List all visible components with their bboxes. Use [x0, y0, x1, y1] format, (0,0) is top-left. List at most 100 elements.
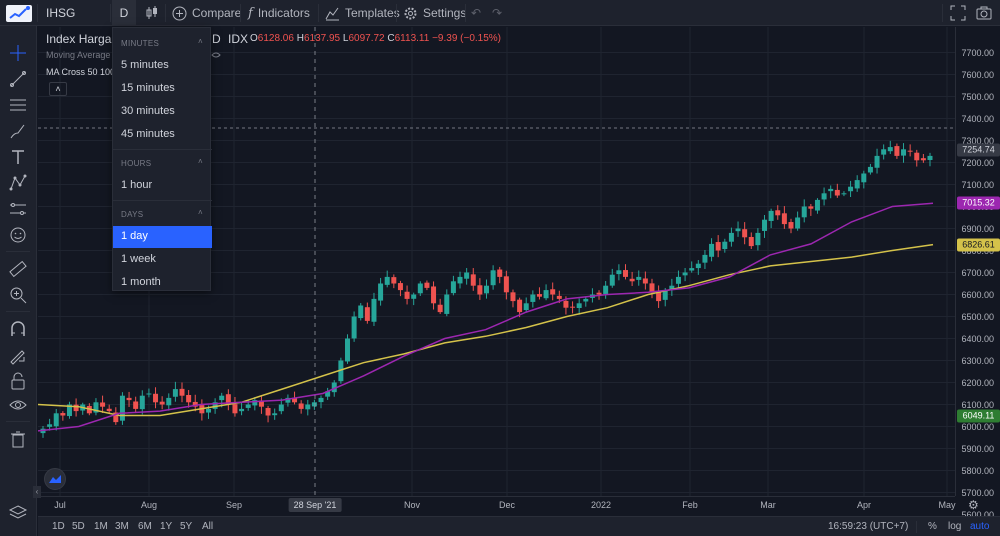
candle-body: [278, 404, 284, 412]
interval-option[interactable]: 1 hour: [113, 175, 212, 197]
range-button-1d[interactable]: 1D: [52, 521, 65, 532]
fullscreen-button[interactable]: [950, 0, 966, 26]
candle: [424, 280, 430, 291]
pattern-icon[interactable]: [8, 173, 28, 193]
candle: [464, 268, 470, 285]
price-tick-label: 7500.00: [961, 91, 994, 102]
zoom-in-icon[interactable]: [8, 285, 28, 305]
range-button-3m[interactable]: 3M: [115, 521, 129, 532]
candle: [788, 218, 794, 234]
interval-button[interactable]: D: [112, 0, 136, 26]
trend-line-icon[interactable]: [8, 69, 28, 89]
candle: [159, 396, 165, 410]
undo-icon: ↶: [471, 6, 482, 20]
interval-option[interactable]: 1 month: [113, 272, 212, 294]
fib-retracement-icon[interactable]: [8, 95, 28, 115]
indicators-button[interactable]: f Indicators: [248, 0, 310, 26]
candle-body: [464, 272, 470, 279]
tv-watermark-logo[interactable]: [44, 468, 66, 490]
candle: [636, 270, 642, 286]
price-tag: 7015.32: [957, 196, 1000, 210]
candle: [642, 271, 648, 290]
trash-icon[interactable]: [8, 429, 28, 449]
candle: [530, 290, 536, 308]
crosshair-icon[interactable]: [8, 43, 28, 63]
percent-scale-toggle[interactable]: %: [928, 521, 937, 532]
undo-button[interactable]: ↶: [471, 0, 481, 26]
candle: [755, 228, 761, 251]
interval-option-label: 1 hour: [121, 179, 153, 191]
interval-option[interactable]: 1 week: [113, 249, 212, 271]
time-axis[interactable]: Jul Aug Sep Nov Dec 2022 Feb Mar Apr May 28 Sep '2…: [38, 496, 956, 515]
candle-body: [728, 232, 734, 242]
prediction-icon[interactable]: [8, 199, 28, 219]
candle: [199, 399, 205, 421]
collapse-legend-button[interactable]: ˄: [49, 82, 67, 96]
symbol-search-button[interactable]: IHSG: [46, 0, 75, 26]
text-icon[interactable]: [8, 147, 28, 167]
ruler-icon[interactable]: [8, 259, 28, 279]
interval-option[interactable]: 15 minutes: [113, 78, 212, 100]
range-button-1m[interactable]: 1M: [94, 521, 108, 532]
menu-section-hours[interactable]: HOURS ˄: [113, 152, 212, 174]
brush-icon[interactable]: [8, 121, 28, 141]
candle-body: [344, 338, 350, 362]
emoji-icon[interactable]: [8, 225, 28, 245]
candle-body: [536, 294, 542, 297]
eye-icon[interactable]: [8, 395, 28, 415]
candle: [722, 238, 728, 253]
candle: [258, 396, 264, 414]
candle-body: [523, 303, 529, 311]
stay-in-drawing-mode-icon[interactable]: [8, 345, 28, 365]
candle: [695, 260, 701, 275]
redo-button[interactable]: ↷: [492, 0, 502, 26]
interval-option[interactable]: 45 minutes: [113, 124, 212, 146]
candle: [417, 281, 423, 296]
range-button-5d[interactable]: 5D: [72, 521, 85, 532]
range-button-5y[interactable]: 5Y: [180, 521, 193, 532]
add-circle-icon: [172, 6, 187, 20]
chart-type-button[interactable]: [144, 0, 160, 26]
candle-body: [596, 292, 602, 295]
candle: [609, 268, 615, 288]
screenshot-button[interactable]: [976, 0, 992, 26]
symbol-title[interactable]: Index Harga S: [46, 32, 123, 46]
ma-cross-label[interactable]: MA Cross 50 100: [46, 67, 116, 77]
candle-body: [497, 269, 503, 277]
function-icon: f: [248, 5, 253, 21]
candle-body: [205, 408, 211, 413]
interval-option[interactable]: 30 minutes: [113, 101, 212, 123]
range-button-6m[interactable]: 6M: [138, 521, 152, 532]
menu-section-days[interactable]: DAYS ˄: [113, 203, 212, 225]
candle: [311, 399, 317, 410]
visibility-eye-icon[interactable]: [211, 50, 221, 60]
log-scale-toggle[interactable]: log: [948, 521, 962, 532]
menu-section-minutes[interactable]: MINUTES ˄: [113, 32, 212, 54]
tradingview-logo-icon[interactable]: [4, 3, 34, 23]
compare-button[interactable]: Compare: [172, 0, 241, 26]
candle: [603, 281, 609, 299]
auto-scale-toggle[interactable]: auto: [970, 521, 990, 532]
object-tree-icon[interactable]: [8, 503, 28, 523]
time-tick-label: Feb: [682, 500, 698, 510]
price-tag: 7254.74: [957, 143, 1000, 157]
price-tick-label: 6600.00: [961, 289, 994, 300]
templates-button[interactable]: Templates: [325, 0, 400, 26]
range-button-all[interactable]: All: [202, 521, 214, 532]
time-tick-label: Dec: [498, 500, 516, 510]
settings-button[interactable]: Settings: [403, 0, 466, 26]
candle-body: [768, 210, 774, 221]
toolbar-collapse-handle[interactable]: ‹: [33, 486, 41, 498]
time-axis-settings-button[interactable]: ⚙: [968, 498, 979, 512]
candle-body: [450, 281, 456, 294]
interval-option[interactable]: 1 day: [113, 226, 212, 248]
interval-option[interactable]: 5 minutes: [113, 55, 212, 77]
moving-average-label[interactable]: Moving Average: [46, 50, 111, 60]
interval-option-label: 45 minutes: [121, 128, 175, 140]
range-button-1y[interactable]: 1Y: [160, 521, 173, 532]
lock-icon[interactable]: [8, 371, 28, 391]
price-axis[interactable]: 7700.00 7600.00 7500.00 7400.00 7300.00 7200.…: [955, 27, 1000, 520]
magnet-icon[interactable]: [8, 319, 28, 339]
candle-body: [715, 242, 721, 251]
candle: [351, 311, 357, 342]
